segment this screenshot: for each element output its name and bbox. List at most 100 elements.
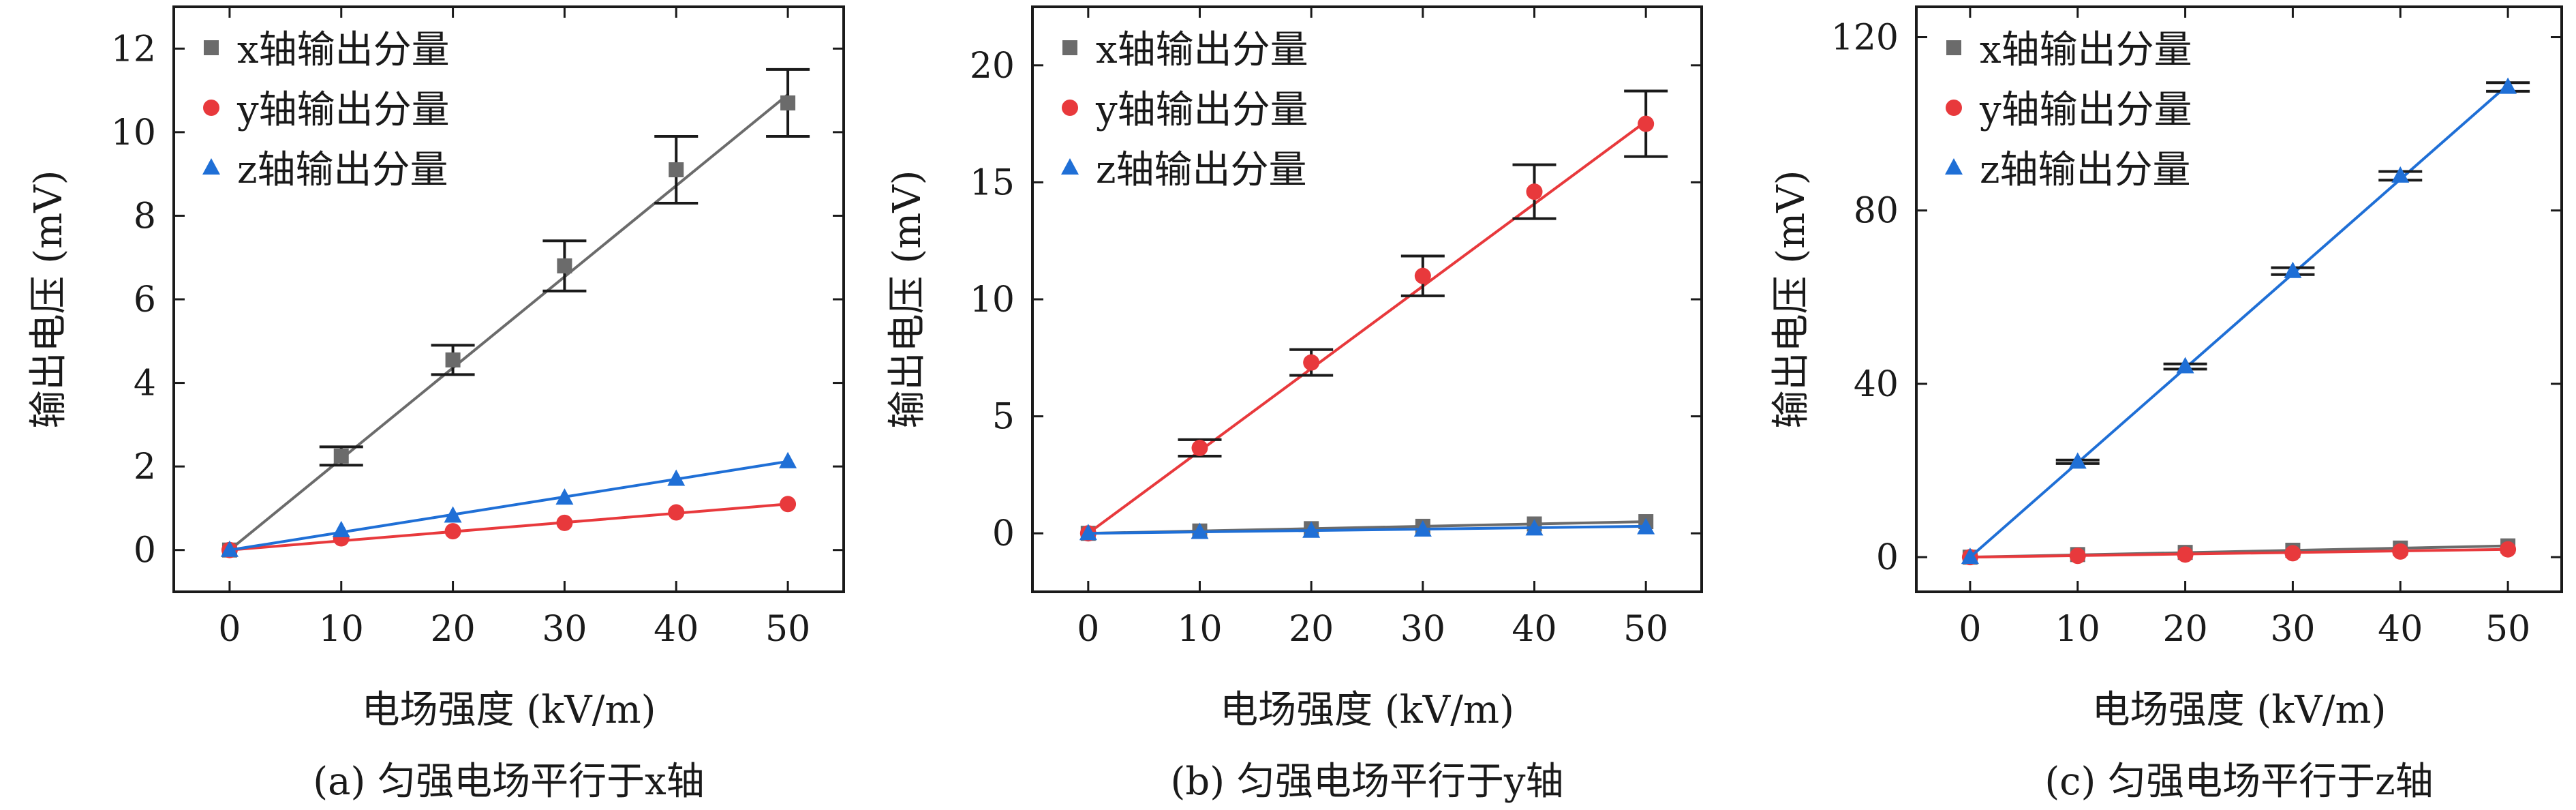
legend-marker-z [1945,158,1963,175]
data-point-z [444,506,462,523]
data-point-z [667,469,686,486]
legend-marker-x [1062,40,1077,55]
legend-label: y轴输出分量 [1979,88,2192,132]
x-axis-title: 电场强度 (kV/m) [2092,688,2387,732]
y-tick-label: 0 [992,513,1015,554]
x-tick-label: 50 [765,609,810,650]
data-point-y [1638,115,1655,132]
panel-caption: (a) 匀强电场平行于x轴 [313,760,704,804]
y-tick-label: 5 [992,397,1015,438]
y-tick-label: 10 [970,280,1015,320]
data-point-y [1191,439,1208,456]
x-tick-label: 20 [1289,609,1334,650]
y-tick-label: 0 [134,530,156,571]
legend-marker-y [1062,100,1078,116]
x-tick-label: 10 [319,609,364,650]
x-tick-label: 0 [1959,609,1981,650]
series-z [1079,518,1655,541]
x-tick-label: 50 [2485,609,2530,650]
fit-line-y [1087,120,1647,535]
data-point-z [2391,166,2410,183]
legend-marker-y [1946,100,1962,116]
x-tick-label: 30 [542,609,587,650]
x-tick-label: 40 [2378,609,2423,650]
series-y [1079,89,1668,542]
x-axis-title: 电场强度 (kV/m) [1220,688,1514,732]
data-point-y [668,504,685,521]
data-point-z [1961,548,1979,565]
fit-line-y [1969,548,2509,559]
fit-line-z [1969,83,2509,558]
data-point-z [2176,357,2194,374]
data-point-y [444,523,461,540]
data-point-y [2177,546,2194,563]
legend-label: y轴输出分量 [1095,88,1308,132]
panel-2: 0 10 20 30 40 50 0 40 80 120 电场强度 (kV/m) 输出电压 (mV) x… [1769,5,2563,804]
x-tick-label: 30 [2270,609,2315,650]
y-tick-label: 40 [1854,364,1899,405]
data-point-y [2500,541,2517,558]
x-tick-label: 0 [1077,609,1099,650]
data-point-z [2499,77,2517,94]
y-tick-label: 20 [970,46,1015,87]
x-tick-label: 20 [2162,609,2207,650]
y-tick-label: 15 [970,162,1015,203]
x-tick-label: 0 [218,609,241,650]
legend: x轴输出分量 y轴输出分量 z轴输出分量 [202,28,450,192]
legend-label: z轴输出分量 [1980,148,2191,192]
data-point-z [779,451,797,468]
y-axis-title: 输出电压 (mV) [27,170,71,428]
data-point-y [2284,545,2301,562]
x-tick-label: 40 [1512,609,1557,650]
y-axis-title: 输出电压 (mV) [1769,170,1813,428]
series-z [220,451,797,557]
y-tick-label: 4 [134,363,156,404]
y-tick-label: 12 [111,29,156,70]
legend-label: x轴输出分量 [1980,28,2192,72]
x-tick-label: 10 [1177,609,1222,650]
legend-label: z轴输出分量 [1096,148,1307,192]
data-point-z [1191,522,1209,539]
data-point-y [1526,183,1543,200]
legend: x轴输出分量 y轴输出分量 z轴输出分量 [1945,28,2192,192]
y-tick-label: 10 [111,112,156,153]
data-point-y [1303,354,1320,371]
fit-line-z [229,460,788,552]
y-tick-label: 6 [134,280,156,320]
y-tick-label: 0 [1876,537,1899,578]
data-point-y [2069,548,2086,565]
data-point-z [1302,521,1321,538]
data-point-x [333,448,349,464]
x-tick-label: 20 [430,609,475,650]
data-point-y [2392,543,2409,560]
legend: x轴输出分量 y轴输出分量 z轴输出分量 [1061,28,1308,192]
legend-label: x轴输出分量 [237,28,450,72]
y-tick-label: 120 [1831,17,1899,58]
data-point-x [557,258,572,273]
fit-line-x [228,93,789,552]
series-z [1961,77,2530,565]
legend-marker-x [204,40,219,55]
data-point-x [669,162,684,178]
data-point-z [2068,452,2087,469]
legend-label: x轴输出分量 [1096,28,1308,72]
x-tick-label: 30 [1400,609,1445,650]
panel-0: 0 10 20 30 40 50 0 2 4 6 8 10 12 电场强度 (kV/m) 输出电压 (mV)… [27,5,845,804]
legend-label: y轴输出分量 [236,88,450,132]
y-tick-label: 8 [134,196,156,237]
x-axis-title: 电场强度 (kV/m) [362,688,656,732]
legend-marker-z [202,158,220,175]
data-point-z [555,488,574,505]
legend-marker-z [1061,158,1079,175]
panel-1: 0 10 20 30 40 50 0 5 10 15 20 电场强度 (kV/m) 输出电压 (mV) x… [885,5,1703,804]
y-tick-label: 80 [1854,191,1899,232]
data-point-z [1079,524,1097,541]
data-point-z [220,540,239,557]
data-point-z [332,520,350,537]
y-axis-title: 输出电压 (mV) [885,170,930,428]
fit-line-z [1088,524,1646,535]
fit-line-y [229,502,788,552]
legend-label: z轴输出分量 [237,148,448,192]
data-point-z [1637,518,1655,535]
